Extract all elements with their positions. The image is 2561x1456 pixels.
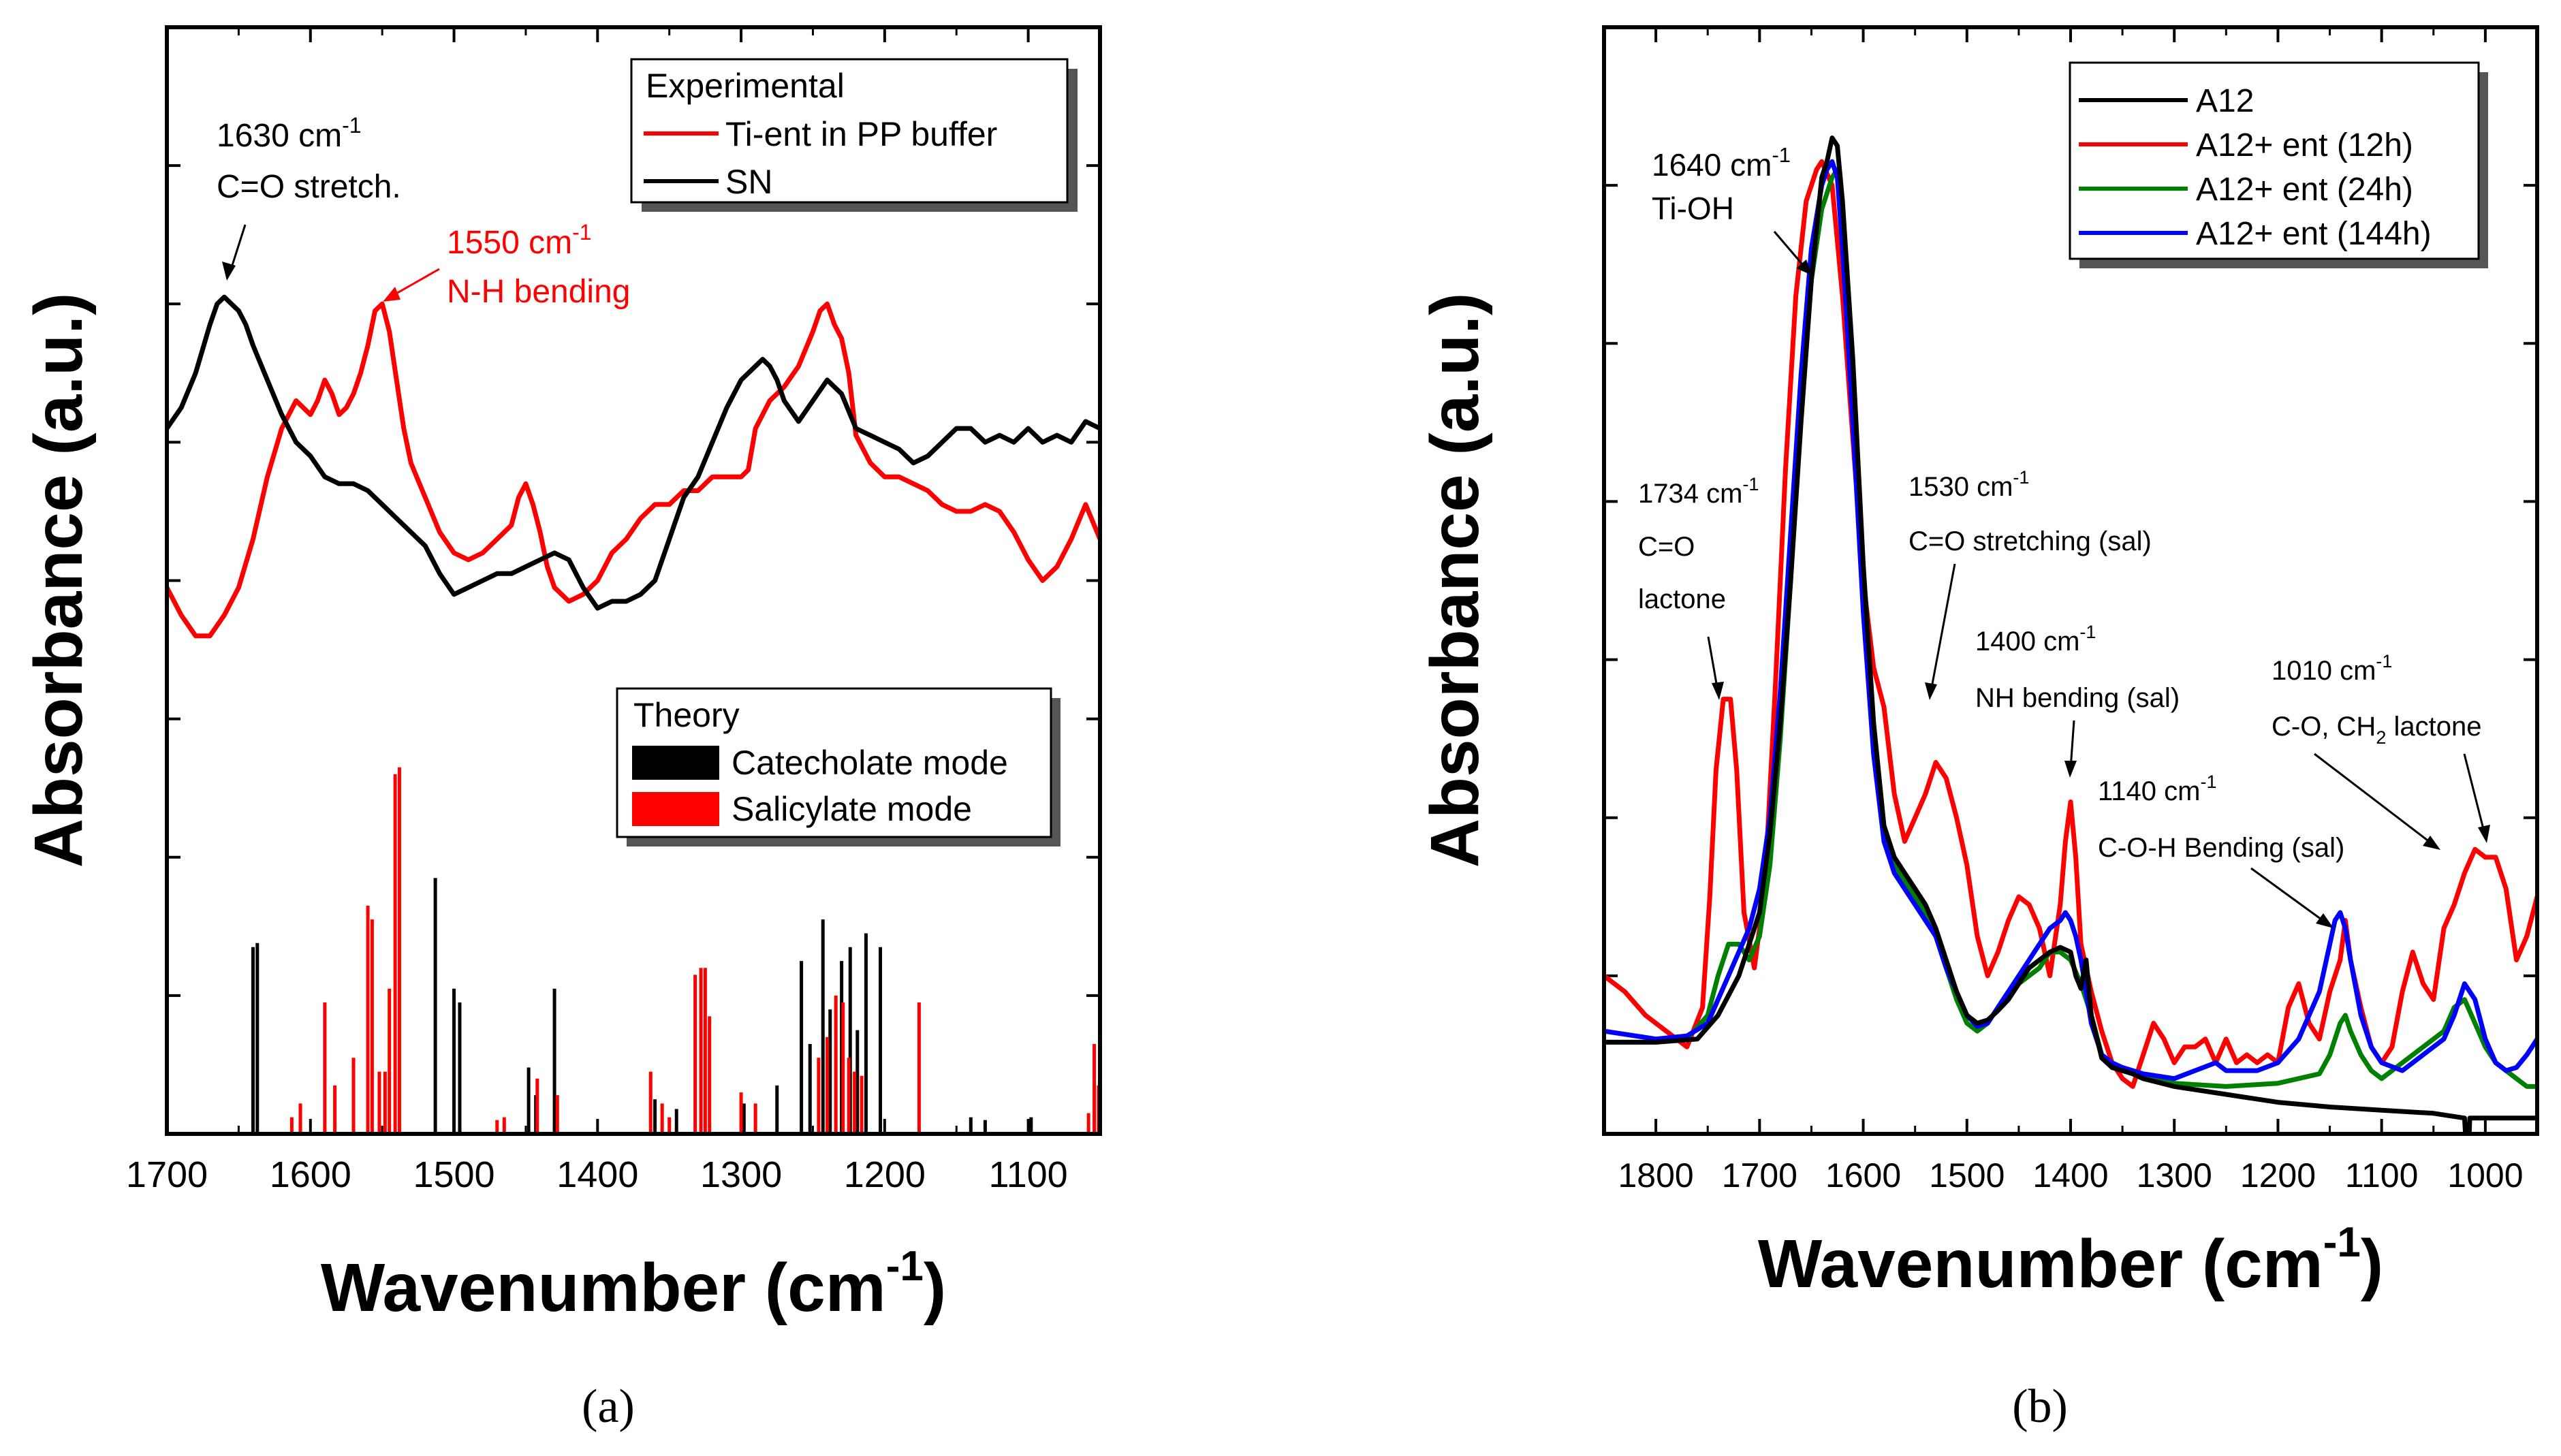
svg-text:1630 cm-1: 1630 cm-1 (217, 113, 362, 154)
panel-a-arrowhead-1550 (383, 287, 400, 302)
panel-b-annotation-1734: 1734 cm-1 C=O lactone (1638, 474, 1759, 700)
panel-b-arrowhead-1640 (1796, 259, 1812, 275)
panel-b-arrow-1010-b (2463, 753, 2486, 835)
legend-label-catecholate: Catecholate mode (732, 744, 1008, 782)
legend-experimental-title: Experimental (646, 67, 845, 105)
panel-b-annotation-1010: 1010 cm-1 C-O, CH2 lactone (2272, 651, 2490, 850)
svg-text:lactone: lactone (1638, 584, 1726, 614)
panel-b-arrow-1140 (2250, 867, 2327, 924)
panel-a-annotation-1550: 1550 cm-1 N-H bending (383, 220, 630, 310)
panel-b-arrowhead-1734 (1712, 682, 1724, 700)
svg-text:C-O, CH2 lactone: C-O, CH2 lactone (2272, 712, 2481, 748)
panel-b-arrowhead-1140 (2316, 913, 2334, 928)
panel-b-x-tick-labels: 1800 1700 1600 1500 1400 1300 1200 1100 1000 (1618, 1156, 2523, 1194)
panel-b-arrow-1400 (2069, 720, 2075, 769)
x-tick-label-1700: 1700 (126, 1154, 208, 1195)
panel-b-legend: A12 A12+ ent (12h) A12+ ent (24h) A12+ e… (2069, 61, 2488, 268)
panel-b-annotation-1530: 1530 cm-1 C=O stretching (sal) (1908, 467, 2152, 700)
x-tick-label-1700: 1700 (1722, 1156, 1797, 1194)
legend-theory-title: Theory (633, 696, 740, 734)
svg-text:1140 cm-1: 1140 cm-1 (2098, 772, 2216, 806)
svg-text:C-O-H Bending (sal): C-O-H Bending (sal) (2098, 833, 2344, 863)
panel-b-arrowhead-1400 (2064, 761, 2077, 778)
panel-a-y-label: Absorbance (a.u.) (20, 293, 97, 868)
panel-b-y-label: Absorbance (a.u.) (1417, 293, 1493, 868)
panel-b-arrowhead-1530 (1925, 682, 1937, 700)
svg-text:C=O: C=O (1638, 532, 1695, 562)
legend-label-ti-ent: Ti-ent in PP buffer (725, 115, 997, 153)
svg-text:1530 cm-1: 1530 cm-1 (1908, 467, 2029, 502)
panel-a-chart: 1700 1600 1500 1400 1300 1200 1100 Absorbance … (20, 25, 1102, 1326)
panel-a-x-label: Wavenumber (cm-1) (321, 1243, 946, 1326)
svg-text:N-H bending: N-H bending (447, 274, 630, 310)
x-tick-label-1800: 1800 (1618, 1156, 1693, 1194)
series-sn (167, 294, 1100, 611)
panel-a-x-tick-labels: 1700 1600 1500 1400 1300 1200 1100 (126, 1154, 1068, 1195)
legend-label-144h: A12+ ent (144h) (2196, 216, 2432, 252)
panel-a-salicylate-sticks (289, 767, 1100, 1134)
panel-b-arrow-1640 (1773, 231, 1808, 270)
panel-a-annotation-1630: 1630 cm-1 C=O stretch. (217, 113, 401, 281)
svg-text:1640 cm-1: 1640 cm-1 (1652, 143, 1791, 183)
legend-label-12h: A12+ ent (12h) (2196, 127, 2413, 163)
x-tick-label-1500: 1500 (413, 1154, 494, 1195)
legend-label-sn: SN (725, 163, 772, 201)
panel-b-arrow-1530 (1930, 563, 1956, 692)
panel-b-arrowhead-1010-b (2478, 825, 2490, 843)
x-tick-label-1500: 1500 (1929, 1156, 2005, 1194)
panel-b-chart: 1800 1700 1600 1500 1400 1300 1200 1100 1000 Abs… (1417, 25, 2539, 1302)
x-tick-label-1400: 1400 (556, 1154, 638, 1195)
svg-text:NH bending (sal): NH bending (sal) (1975, 683, 2180, 713)
svg-text:1550 cm-1: 1550 cm-1 (447, 220, 592, 261)
svg-text:1010 cm-1: 1010 cm-1 (2272, 651, 2392, 686)
panel-b-arrow-1734 (1707, 636, 1719, 692)
svg-text:C=O stretching (sal): C=O stretching (sal) (1908, 526, 2152, 556)
panel-b-annotation-1640: 1640 cm-1 Ti-OH (1652, 143, 1812, 275)
legend-swatch-catecholate (632, 746, 719, 780)
svg-text:C=O stretch.: C=O stretch. (217, 169, 401, 205)
legend-swatch-salicylate (632, 792, 719, 826)
panel-label-a: (a) (582, 1380, 635, 1433)
x-tick-label-1300: 1300 (700, 1154, 782, 1195)
panel-b-arrow-1010-a (2314, 753, 2434, 846)
legend-label-salicylate: Salicylate mode (732, 790, 972, 828)
svg-text:Ti-OH: Ti-OH (1652, 191, 1734, 226)
x-tick-label-1200: 1200 (2240, 1156, 2316, 1194)
x-tick-label-1600: 1600 (1825, 1156, 1901, 1194)
panel-b-plot-frame (1602, 25, 2539, 1136)
panel-a-arrowhead-1630 (222, 262, 236, 281)
panel-a-plot-frame (165, 25, 1102, 1136)
panel-a-legend-theory: Theory Catecholate mode Salicylate mode (616, 687, 1060, 846)
series-a12 (1604, 136, 2537, 1134)
panel-a-arrow-1550 (390, 268, 440, 298)
svg-text:1734 cm-1: 1734 cm-1 (1638, 474, 1759, 509)
svg-text:1400 cm-1: 1400 cm-1 (1975, 622, 2096, 656)
panel-a-spectra (167, 294, 1100, 639)
legend-label-a12: A12 (2196, 83, 2254, 119)
x-tick-label-1000: 1000 (2447, 1156, 2523, 1194)
legend-label-24h: A12+ ent (24h) (2196, 172, 2413, 208)
panel-label-b: (b) (2012, 1380, 2068, 1433)
x-tick-label-1100: 1100 (2345, 1156, 2419, 1194)
panel-b-x-label: Wavenumber (cm-1) (1758, 1219, 2383, 1302)
panel-b-annotation-1140: 1140 cm-1 C-O-H Bending (sal) (2098, 772, 2344, 928)
series-ti-ent-in-pp-buffer (167, 301, 1100, 639)
x-tick-label-1400: 1400 (2032, 1156, 2108, 1194)
x-tick-label-1300: 1300 (2137, 1156, 2212, 1194)
x-tick-label-1200: 1200 (844, 1154, 926, 1195)
x-tick-label-1100: 1100 (989, 1154, 1068, 1195)
panel-b-annotation-1400: 1400 cm-1 NH bending (sal) (1975, 622, 2180, 778)
panel-b-arrowhead-1010-a (2423, 836, 2440, 850)
panel-a-legend-experimental: Experimental Ti-ent in PP buffer SN (630, 58, 1078, 212)
x-tick-label-1600: 1600 (270, 1154, 351, 1195)
